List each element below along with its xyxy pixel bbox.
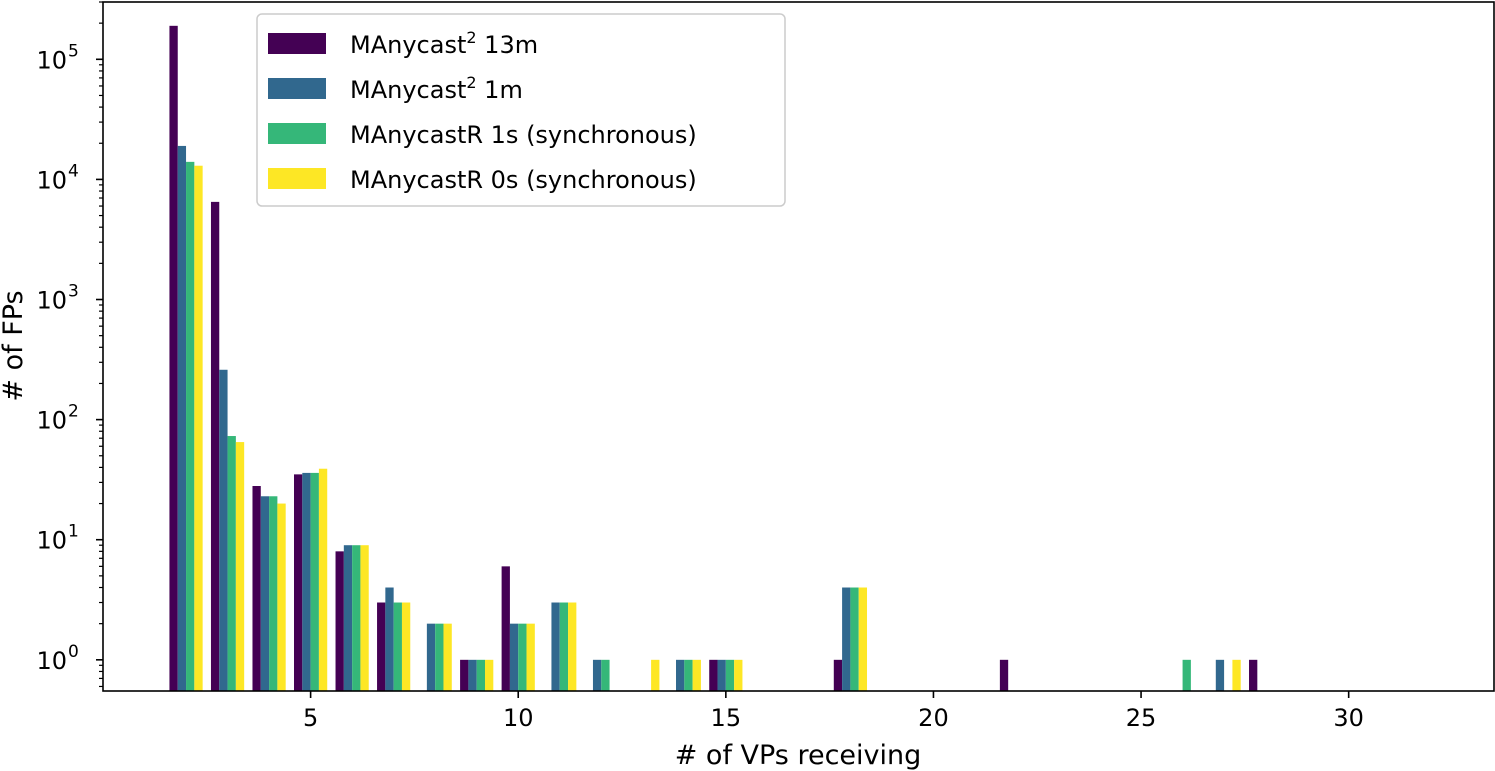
bar [734, 659, 743, 691]
bar [393, 602, 402, 691]
x-tick-label: 10 [503, 704, 534, 732]
bar [269, 496, 278, 691]
bar [858, 587, 868, 691]
bar [343, 545, 353, 691]
bar [999, 659, 1009, 691]
legend-label: MAnycastR 1s (synchronous) [350, 121, 697, 149]
bar [435, 623, 444, 691]
bar [468, 659, 477, 691]
bar [294, 474, 303, 691]
bars-layer [169, 25, 1258, 692]
bar [692, 659, 701, 691]
bar [842, 587, 851, 691]
bar [169, 25, 178, 691]
bar [385, 587, 394, 691]
bar [186, 161, 195, 692]
y-tick-exponent: 0 [68, 642, 79, 662]
legend-swatch [268, 78, 326, 99]
x-tick-label: 25 [1126, 704, 1157, 732]
x-tick-label: 5 [303, 704, 318, 732]
bar [352, 545, 361, 691]
bar [676, 659, 685, 691]
bar [833, 659, 843, 691]
legend-label: MAnycastR 0s (synchronous) [350, 166, 697, 194]
bar [252, 486, 261, 691]
bar [235, 442, 245, 691]
y-tick-label: 10 [36, 166, 67, 194]
bar [518, 623, 527, 691]
bar [509, 623, 519, 691]
bar [318, 468, 328, 691]
bar [1182, 659, 1191, 691]
bar [443, 623, 452, 691]
y-tick-exponent: 2 [68, 402, 79, 422]
y-tick-label: 10 [36, 527, 67, 555]
y-tick-exponent: 1 [68, 522, 79, 542]
legend-box [256, 13, 786, 207]
y-tick-exponent: 5 [68, 41, 79, 61]
y-tick-exponent: 3 [68, 282, 79, 302]
y-tick-label: 10 [36, 46, 67, 74]
bar [1249, 659, 1258, 691]
x-tick-label: 20 [918, 704, 949, 732]
x-tick-label: 30 [1333, 704, 1364, 732]
bar [725, 659, 735, 691]
bar [260, 496, 270, 691]
bar [559, 602, 569, 691]
bar [476, 659, 485, 691]
bar [850, 587, 859, 691]
legend-swatch [268, 33, 326, 54]
bar [717, 659, 726, 691]
legend-swatch [268, 123, 326, 144]
bar [277, 503, 286, 691]
bar [210, 201, 220, 691]
bar [401, 602, 411, 691]
bar [501, 566, 510, 691]
bar [601, 659, 610, 691]
y-tick-label: 10 [36, 647, 67, 675]
y-tick-label: 10 [36, 287, 67, 315]
bar [335, 551, 344, 691]
bar [194, 165, 203, 692]
bar [177, 145, 187, 691]
y-axis-label: # of FPs [0, 290, 29, 401]
bar [592, 659, 602, 691]
bar [651, 659, 660, 691]
bar [310, 472, 319, 691]
legend-swatch [268, 168, 326, 189]
bar [460, 659, 469, 691]
bar [426, 623, 436, 691]
bar [1215, 659, 1225, 691]
legend-label: MAnycast2 13m [350, 28, 538, 59]
y-tick-label: 10 [36, 407, 67, 435]
bar [360, 545, 369, 691]
bar [526, 623, 535, 691]
bar [227, 436, 236, 691]
bar [302, 472, 311, 691]
bar [219, 369, 228, 691]
x-axis-ticks: 5 10 15 20 25 30 [303, 691, 1364, 732]
x-tick-label: 15 [711, 704, 742, 732]
x-axis-label: # of VPs receiving [675, 740, 922, 771]
bar [1232, 659, 1241, 691]
bar [568, 602, 577, 691]
y-tick-exponent: 4 [68, 161, 79, 181]
legend-label: MAnycast2 1m [350, 73, 523, 104]
plot-frame [102, 1, 1495, 692]
bar [377, 602, 386, 691]
bar [485, 659, 494, 691]
bar [709, 659, 718, 691]
bar [684, 659, 693, 691]
legend: MAnycast2 13m MAnycast2 1m MAnycastR 1s (s… [256, 13, 786, 207]
bar [551, 602, 560, 691]
